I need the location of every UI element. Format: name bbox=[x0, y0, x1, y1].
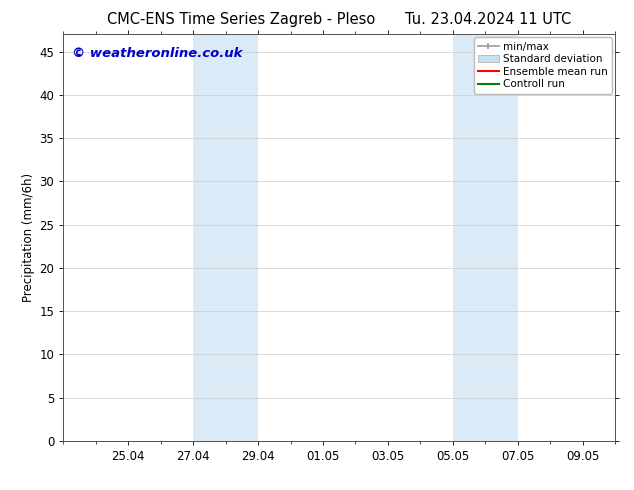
Y-axis label: Precipitation (mm/6h): Precipitation (mm/6h) bbox=[22, 173, 36, 302]
Bar bbox=[453, 34, 517, 441]
Bar bbox=[193, 34, 258, 441]
Text: © weatheronline.co.uk: © weatheronline.co.uk bbox=[72, 47, 242, 59]
Legend: min/max, Standard deviation, Ensemble mean run, Controll run: min/max, Standard deviation, Ensemble me… bbox=[474, 37, 612, 94]
Text: CMC-ENS Time Series Zagreb - Pleso: CMC-ENS Time Series Zagreb - Pleso bbox=[107, 12, 375, 27]
Text: Tu. 23.04.2024 11 UTC: Tu. 23.04.2024 11 UTC bbox=[405, 12, 571, 27]
